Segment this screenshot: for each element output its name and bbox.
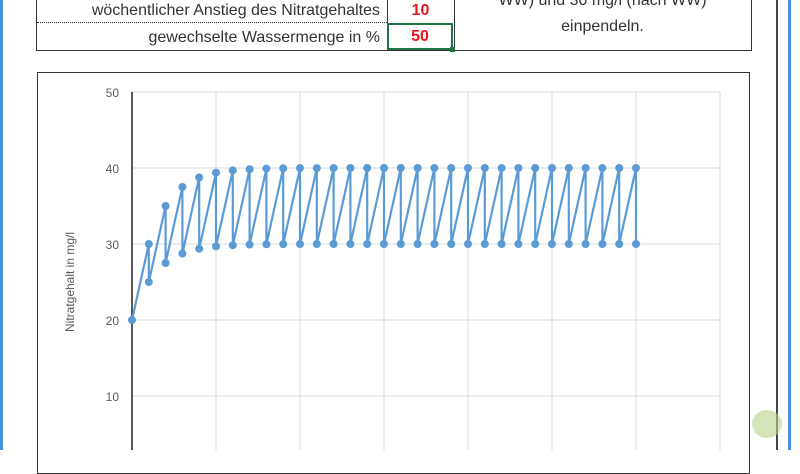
- data-point: [296, 164, 304, 173]
- y-tick-label: 40: [106, 162, 120, 176]
- data-point: [564, 164, 573, 172]
- data-point: [178, 183, 187, 191]
- data-point: [161, 259, 170, 267]
- data-point: [598, 240, 607, 248]
- data-point: [329, 164, 338, 172]
- data-point: [497, 240, 506, 248]
- data-point: [228, 166, 237, 175]
- data-point: [396, 164, 405, 172]
- data-point: [128, 316, 136, 324]
- data-point: [178, 249, 187, 258]
- data-point: [430, 164, 439, 172]
- data-point: [144, 240, 153, 248]
- data-point: [548, 164, 556, 172]
- left-window-border: [0, 0, 3, 450]
- watermark-logo: [752, 410, 782, 438]
- data-point: [632, 240, 640, 248]
- data-point: [279, 240, 288, 249]
- data-point: [514, 164, 523, 172]
- data-point: [346, 164, 355, 172]
- data-point: [228, 241, 237, 250]
- fill-handle[interactable]: [450, 47, 455, 52]
- y-tick-label: 20: [106, 314, 120, 328]
- y-tick-label: 50: [106, 86, 120, 100]
- data-point: [564, 240, 573, 248]
- data-point: [548, 240, 556, 248]
- cell-water-change-percent[interactable]: 50: [387, 23, 453, 50]
- right-border-2: [788, 0, 791, 450]
- note-text: WW) und 30 mg/l (nach WW) einpendeln.: [455, 0, 750, 40]
- data-point: [279, 164, 288, 173]
- data-point: [413, 240, 422, 248]
- data-point: [413, 164, 422, 172]
- data-point: [262, 164, 271, 173]
- data-point: [464, 164, 472, 172]
- data-point: [245, 165, 254, 174]
- data-point: [380, 240, 388, 248]
- data-point: [262, 240, 271, 249]
- data-point: [531, 240, 540, 248]
- data-point: [531, 164, 540, 172]
- parameter-table: [36, 0, 752, 51]
- label-nitrate-increase: wöchentlicher Anstieg des Nitratgehaltes: [91, 2, 380, 19]
- data-point: [363, 240, 372, 248]
- data-point: [212, 242, 220, 251]
- data-point: [447, 164, 456, 172]
- data-point: [312, 164, 321, 173]
- data-point: [396, 240, 405, 248]
- data-point: [245, 240, 254, 249]
- data-point: [497, 164, 506, 172]
- data-point: [212, 168, 220, 177]
- data-point: [329, 240, 338, 248]
- nitrate-chart: 10 20 30 40 50 Nitratgehalt in mg/l: [63, 86, 721, 450]
- note-line-2: einpendeln.: [561, 18, 644, 35]
- y-tick-label: 30: [106, 238, 120, 252]
- data-point: [346, 240, 355, 248]
- data-point: [296, 240, 304, 249]
- cell-nitrate-increase[interactable]: 10: [411, 2, 430, 19]
- y-axis-title: Nitratgehalt in mg/l: [63, 232, 77, 332]
- data-point: [430, 240, 439, 248]
- data-point: [581, 164, 590, 172]
- data-point: [380, 164, 388, 172]
- data-point: [581, 240, 590, 248]
- data-point: [195, 244, 204, 253]
- data-point: [598, 164, 607, 172]
- row-divider-dotted: [37, 22, 387, 23]
- data-point: [480, 164, 489, 172]
- data-point: [363, 164, 372, 172]
- data-point: [144, 278, 153, 286]
- data-point: [615, 164, 624, 172]
- data-point: [615, 240, 624, 248]
- data-point: [312, 240, 321, 248]
- data-point: [632, 164, 640, 172]
- data-point: [464, 240, 472, 248]
- data-point: [514, 240, 523, 248]
- data-point: [161, 202, 170, 210]
- y-tick-label: 10: [106, 390, 120, 404]
- data-point: [195, 173, 204, 182]
- note-line-1: WW) und 30 mg/l (nach WW): [498, 0, 707, 9]
- label-water-change-percent: gewechselte Wassermenge in %: [148, 29, 380, 46]
- data-point: [447, 240, 456, 248]
- right-border-1: [776, 0, 778, 450]
- data-point: [480, 240, 489, 248]
